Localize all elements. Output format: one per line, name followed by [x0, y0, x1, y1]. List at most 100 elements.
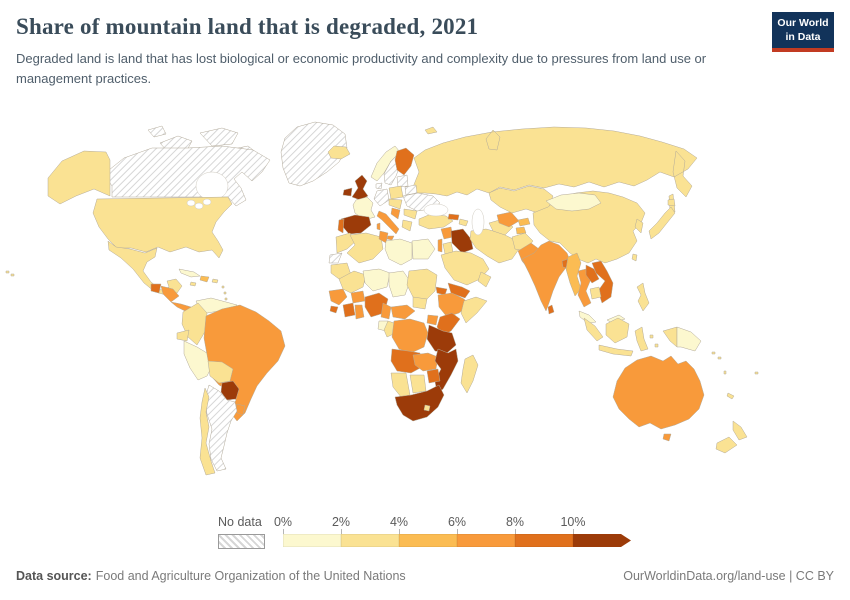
country-iraq[interactable] [450, 228, 474, 254]
country-sierra-leone[interactable] [329, 305, 339, 314]
country-algeria[interactable] [346, 232, 384, 264]
country-croatia[interactable] [390, 207, 401, 220]
country-germany[interactable] [373, 188, 390, 207]
legend-bin-6-8[interactable] [457, 534, 515, 547]
country-egypt[interactable] [411, 238, 436, 260]
country-bolivia[interactable] [207, 360, 234, 384]
country-niger[interactable] [362, 268, 391, 292]
country-dominican-republic[interactable] [199, 275, 210, 283]
country-laos[interactable] [585, 264, 600, 284]
country-south-korea[interactable] [634, 218, 644, 234]
country-south-sudan[interactable] [412, 296, 428, 310]
country-new-caledonia[interactable] [726, 392, 735, 400]
country-canada-arctic[interactable] [147, 125, 259, 167]
country-burkina-faso[interactable] [350, 290, 366, 304]
legend-bin-2-4[interactable] [341, 534, 399, 547]
country-madagascar[interactable] [460, 354, 479, 394]
country-chile[interactable] [199, 387, 216, 476]
country-kenya[interactable] [436, 312, 461, 336]
country-iceland[interactable] [327, 145, 351, 160]
country-denmark[interactable] [375, 182, 383, 190]
country-spain[interactable] [340, 214, 372, 235]
country-taiwan[interactable] [631, 253, 638, 262]
country-tanzania[interactable] [426, 324, 457, 354]
country-sudan[interactable] [406, 268, 438, 302]
country-morocco[interactable] [335, 232, 357, 254]
country-uganda[interactable] [426, 314, 439, 326]
country-senegal[interactable] [328, 288, 348, 306]
country-yemen[interactable] [447, 282, 471, 299]
country-paraguay[interactable] [220, 380, 240, 401]
country-svalbard[interactable] [424, 126, 438, 135]
country-mongolia[interactable] [545, 192, 602, 212]
country-oman[interactable] [477, 271, 492, 288]
country-australia[interactable] [612, 355, 705, 442]
country-argentina[interactable] [204, 384, 238, 472]
country-finland[interactable] [394, 147, 415, 176]
country-central-african-republic[interactable] [390, 304, 416, 320]
country-vietnam[interactable] [591, 260, 614, 304]
country-poland[interactable] [388, 185, 404, 200]
country-portugal[interactable] [337, 218, 345, 234]
country-honduras[interactable] [160, 285, 180, 303]
country-puerto-rico[interactable] [211, 278, 219, 284]
country-georgia[interactable] [447, 213, 460, 221]
country-israel[interactable] [437, 238, 443, 253]
country-baltic-states[interactable] [396, 174, 409, 188]
country-india[interactable] [521, 240, 572, 312]
country-russia[interactable] [412, 126, 698, 213]
country-botswana[interactable] [409, 374, 427, 394]
country-canada[interactable] [103, 145, 271, 207]
country-zambia[interactable] [412, 352, 439, 372]
country-kyrgyzstan[interactable] [517, 217, 531, 227]
country-western-sahara[interactable] [328, 252, 343, 264]
country-vanuatu[interactable] [723, 370, 727, 375]
country-greenland[interactable] [280, 121, 348, 187]
country-greece[interactable] [401, 219, 413, 232]
country-namibia[interactable] [390, 372, 411, 398]
country-drc[interactable] [391, 318, 429, 354]
country-fiji[interactable] [754, 371, 759, 375]
legend-bin-0-2[interactable] [283, 534, 341, 547]
legend-no-data-swatch[interactable] [218, 534, 265, 549]
license-link[interactable]: OurWorldinData.org/land-use | CC BY [623, 569, 834, 583]
country-ecuador[interactable] [176, 329, 190, 342]
country-zimbabwe[interactable] [426, 368, 441, 384]
country-cuba[interactable] [178, 268, 201, 278]
country-mozambique[interactable] [434, 348, 459, 395]
country-japan[interactable] [648, 198, 676, 240]
country-new-zealand[interactable] [715, 420, 748, 454]
country-cameroon[interactable] [380, 302, 392, 320]
country-lesser-antilles[interactable] [221, 285, 228, 301]
legend-bin-4-6[interactable] [399, 534, 457, 547]
country-peru[interactable] [183, 340, 213, 381]
country-united-states[interactable] [92, 196, 233, 259]
country-ghana[interactable] [354, 304, 365, 320]
country-indonesia[interactable] [583, 317, 678, 357]
country-tajikistan[interactable] [515, 226, 527, 235]
country-solomon-islands[interactable] [711, 351, 722, 360]
country-hawaii[interactable] [5, 270, 15, 277]
country-papua-new-guinea[interactable] [676, 326, 702, 352]
country-uzbekistan[interactable] [496, 211, 520, 228]
country-ireland[interactable] [342, 187, 353, 197]
legend-bin-8-10[interactable] [515, 534, 573, 547]
country-united-kingdom[interactable] [351, 174, 369, 201]
country-cambodia[interactable] [589, 286, 602, 300]
country-guatemala[interactable] [150, 283, 162, 294]
country-somalia[interactable] [460, 296, 488, 324]
legend-bin-over-10[interactable] [573, 534, 631, 547]
country-czechia[interactable] [388, 198, 403, 210]
country-jamaica[interactable] [189, 281, 197, 287]
country-mexico[interactable] [107, 240, 183, 296]
country-lesotho[interactable] [423, 404, 431, 412]
country-chad[interactable] [388, 270, 411, 298]
country-alaska[interactable] [47, 150, 111, 205]
country-south-africa[interactable] [394, 384, 445, 422]
country-france[interactable] [352, 196, 376, 221]
country-philippines[interactable] [636, 282, 650, 312]
country-sri-lanka[interactable] [547, 304, 555, 315]
country-libya[interactable] [384, 238, 413, 266]
country-romania[interactable] [403, 208, 418, 220]
country-cote-divoire[interactable] [342, 302, 356, 318]
